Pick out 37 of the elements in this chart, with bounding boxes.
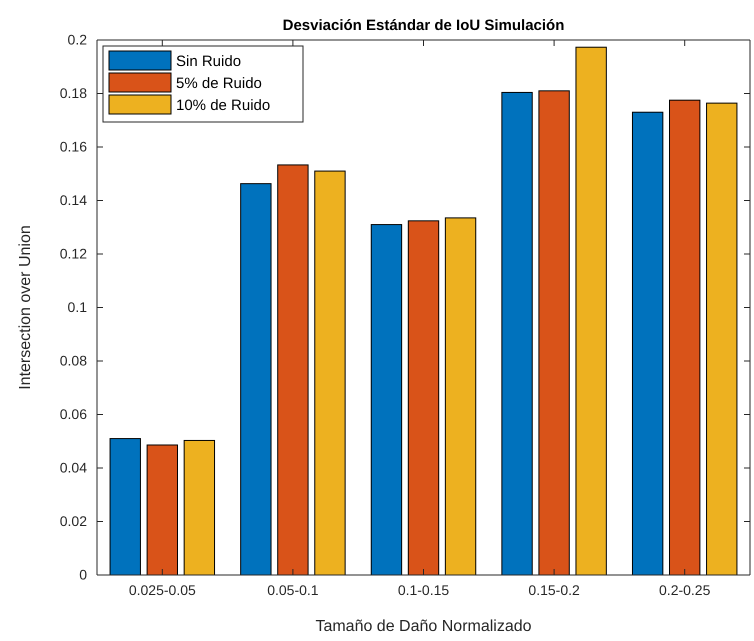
bar	[240, 183, 272, 576]
bar	[277, 164, 309, 576]
bar	[370, 224, 402, 576]
y-tick-label: 0.1	[68, 298, 88, 315]
y-tick-label: 0.06	[60, 406, 88, 422]
y-tick-label: 0.12	[60, 245, 88, 262]
x-tick-label: 0.025-0.05	[128, 582, 196, 598]
bar	[706, 102, 738, 576]
legend-label: 10% de Ruido	[176, 97, 270, 114]
y-tick-label: 0	[79, 566, 88, 582]
bar	[575, 46, 607, 576]
bar	[408, 220, 440, 576]
x-tick-label: 0.15-0.2	[528, 582, 580, 598]
bar	[501, 92, 533, 576]
y-tick-label: 0.08	[60, 352, 88, 368]
bar	[184, 440, 216, 576]
legend-label: 5% de Ruido	[176, 75, 262, 92]
y-tick-label: 0.14	[60, 192, 88, 208]
bar	[669, 100, 700, 576]
y-tick-label: 0.2	[68, 31, 88, 48]
bar	[146, 444, 178, 576]
y-tick-label: 0.16	[60, 138, 88, 154]
x-tick-label: 0.05-0.1	[267, 582, 319, 598]
legend-label: Sin Ruido	[176, 53, 242, 70]
x-axis-title: Tamaño de Daño Normalizado	[315, 618, 532, 635]
y-tick-label: 0.02	[60, 512, 88, 529]
bar	[110, 438, 141, 576]
bar	[444, 217, 476, 576]
y-tick-label: 0.04	[60, 459, 88, 476]
bar	[632, 112, 664, 576]
x-tick-label: 0.1-0.15	[398, 582, 450, 598]
chart-title: Desviación Estándar de IoU Simulación	[282, 17, 564, 34]
x-tick-label: 0.2-0.25	[659, 582, 711, 598]
bar	[314, 170, 346, 576]
y-tick-label: 0.18	[60, 84, 88, 101]
y-axis-title: Intersection over Union	[17, 225, 34, 390]
bar	[538, 90, 570, 576]
